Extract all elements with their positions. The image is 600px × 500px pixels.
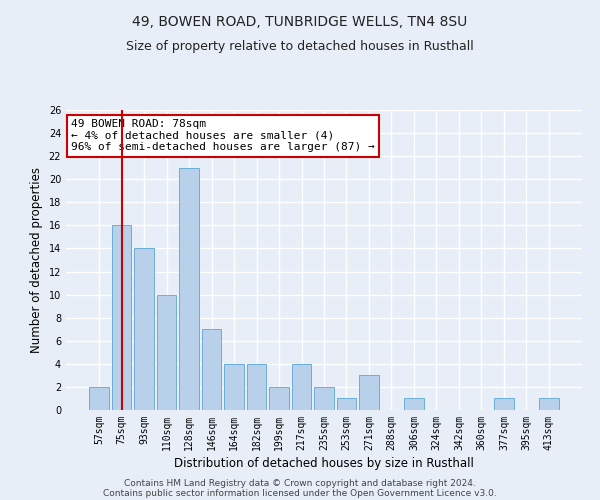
Bar [247,364,266,410]
Bar [539,398,559,410]
Text: 49, BOWEN ROAD, TUNBRIDGE WELLS, TN4 8SU: 49, BOWEN ROAD, TUNBRIDGE WELLS, TN4 8SU [133,15,467,29]
Bar [202,329,221,410]
Bar [359,376,379,410]
Bar [337,398,356,410]
Y-axis label: Number of detached properties: Number of detached properties [30,167,43,353]
Text: Size of property relative to detached houses in Rusthall: Size of property relative to detached ho… [126,40,474,53]
Bar [224,364,244,410]
Bar [157,294,176,410]
Bar [112,226,131,410]
Bar [134,248,154,410]
Text: Contains HM Land Registry data © Crown copyright and database right 2024.: Contains HM Land Registry data © Crown c… [124,478,476,488]
Text: 49 BOWEN ROAD: 78sqm
← 4% of detached houses are smaller (4)
96% of semi-detache: 49 BOWEN ROAD: 78sqm ← 4% of detached ho… [71,119,375,152]
Bar [292,364,311,410]
X-axis label: Distribution of detached houses by size in Rusthall: Distribution of detached houses by size … [174,457,474,470]
Bar [269,387,289,410]
Bar [314,387,334,410]
Bar [179,168,199,410]
Bar [404,398,424,410]
Bar [89,387,109,410]
Bar [494,398,514,410]
Text: Contains public sector information licensed under the Open Government Licence v3: Contains public sector information licen… [103,488,497,498]
